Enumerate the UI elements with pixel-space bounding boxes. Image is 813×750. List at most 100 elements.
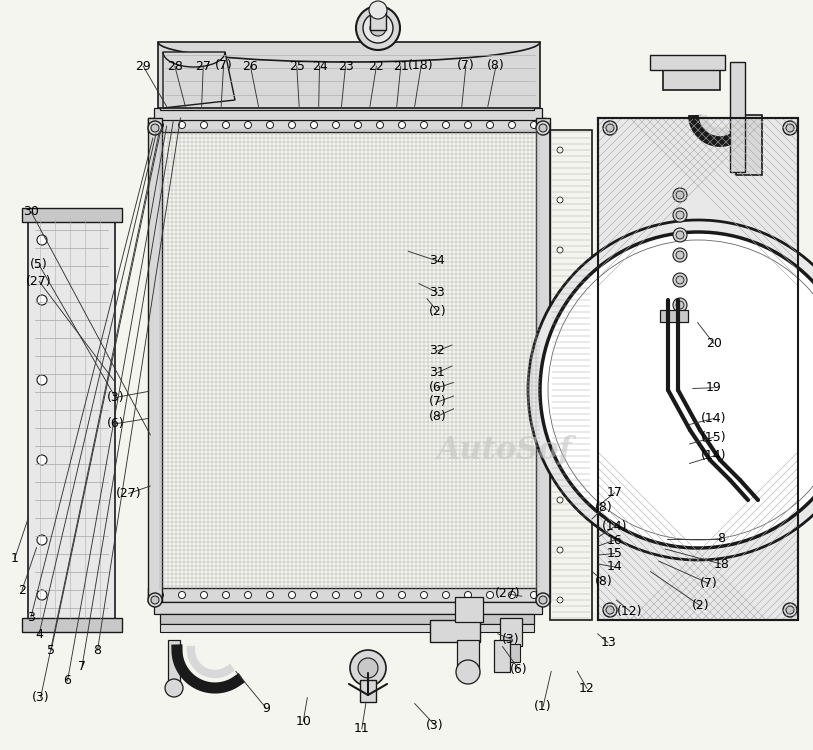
Bar	[160, 624, 534, 632]
Text: (5): (5)	[30, 258, 48, 272]
Circle shape	[245, 592, 251, 598]
Text: (27): (27)	[26, 274, 52, 288]
Text: 16: 16	[606, 533, 623, 547]
Text: 5: 5	[47, 644, 55, 657]
Text: 9: 9	[263, 702, 271, 715]
Circle shape	[557, 297, 563, 303]
Text: (3): (3)	[32, 691, 50, 704]
Circle shape	[673, 298, 687, 312]
Circle shape	[539, 596, 547, 604]
Text: (1): (1)	[534, 700, 552, 713]
Circle shape	[531, 122, 537, 128]
Polygon shape	[163, 52, 235, 108]
Circle shape	[223, 122, 229, 128]
Bar	[660, 310, 688, 322]
Circle shape	[311, 122, 318, 128]
Circle shape	[464, 592, 472, 598]
Circle shape	[536, 593, 550, 607]
Bar	[154, 108, 542, 120]
Text: 12: 12	[579, 682, 595, 695]
Circle shape	[531, 592, 537, 598]
Text: (14): (14)	[701, 449, 727, 463]
Circle shape	[540, 232, 813, 548]
Circle shape	[354, 122, 362, 128]
Bar	[550, 130, 592, 620]
Circle shape	[557, 447, 563, 453]
Text: 20: 20	[706, 337, 722, 350]
Text: 19: 19	[706, 381, 722, 394]
Circle shape	[442, 122, 450, 128]
Text: (8): (8)	[595, 574, 613, 588]
Bar	[22, 618, 122, 632]
Bar	[494, 640, 510, 672]
Text: (3): (3)	[107, 391, 124, 404]
Text: 8: 8	[93, 644, 102, 657]
Text: 10: 10	[295, 715, 311, 728]
Text: 6: 6	[63, 674, 72, 688]
Circle shape	[151, 596, 159, 604]
Text: (14): (14)	[602, 520, 628, 533]
Text: 32: 32	[429, 344, 446, 358]
Circle shape	[398, 122, 406, 128]
Bar	[536, 118, 550, 602]
Circle shape	[676, 251, 684, 259]
Text: 8: 8	[717, 532, 725, 545]
Bar	[730, 62, 745, 172]
Bar	[154, 602, 542, 614]
Text: (14): (14)	[701, 412, 727, 425]
Circle shape	[676, 211, 684, 219]
Circle shape	[333, 592, 340, 598]
Text: 14: 14	[606, 560, 623, 574]
Circle shape	[486, 122, 493, 128]
Circle shape	[536, 121, 550, 135]
Circle shape	[783, 121, 797, 135]
Text: 28: 28	[167, 59, 183, 73]
Text: 1: 1	[11, 552, 19, 566]
Circle shape	[786, 124, 794, 132]
Bar	[22, 208, 122, 222]
Text: 31: 31	[429, 366, 446, 380]
Text: (7): (7)	[428, 395, 446, 409]
Circle shape	[606, 606, 614, 614]
Bar	[168, 640, 180, 685]
Bar	[160, 96, 534, 110]
Text: 15: 15	[606, 547, 623, 560]
Text: 4: 4	[35, 628, 43, 641]
Circle shape	[673, 208, 687, 222]
Circle shape	[333, 122, 340, 128]
Text: (3): (3)	[426, 718, 444, 732]
Polygon shape	[598, 118, 798, 620]
Text: (2): (2)	[692, 599, 710, 613]
Circle shape	[673, 273, 687, 287]
Circle shape	[486, 592, 493, 598]
Text: (27): (27)	[495, 587, 521, 601]
Circle shape	[37, 590, 47, 600]
Circle shape	[398, 592, 406, 598]
Bar	[500, 618, 522, 646]
Circle shape	[603, 603, 617, 617]
Bar	[457, 640, 479, 675]
Circle shape	[151, 124, 159, 132]
Text: 13: 13	[600, 636, 616, 650]
Circle shape	[676, 276, 684, 284]
Circle shape	[673, 228, 687, 242]
Circle shape	[456, 660, 480, 684]
Text: 30: 30	[23, 205, 39, 218]
Circle shape	[676, 191, 684, 199]
Circle shape	[37, 295, 47, 305]
Circle shape	[370, 20, 386, 36]
Text: (3): (3)	[502, 632, 520, 646]
Circle shape	[267, 122, 273, 128]
Text: (7): (7)	[457, 59, 475, 73]
Text: (15): (15)	[701, 430, 727, 444]
Text: (2): (2)	[428, 304, 446, 318]
Circle shape	[369, 1, 387, 19]
Text: 34: 34	[429, 254, 446, 268]
Text: 26: 26	[242, 59, 259, 73]
Text: (7): (7)	[215, 59, 233, 73]
Circle shape	[37, 235, 47, 245]
Circle shape	[557, 547, 563, 553]
Text: 2: 2	[18, 584, 26, 597]
Text: (18): (18)	[408, 59, 434, 73]
Bar	[160, 130, 540, 590]
